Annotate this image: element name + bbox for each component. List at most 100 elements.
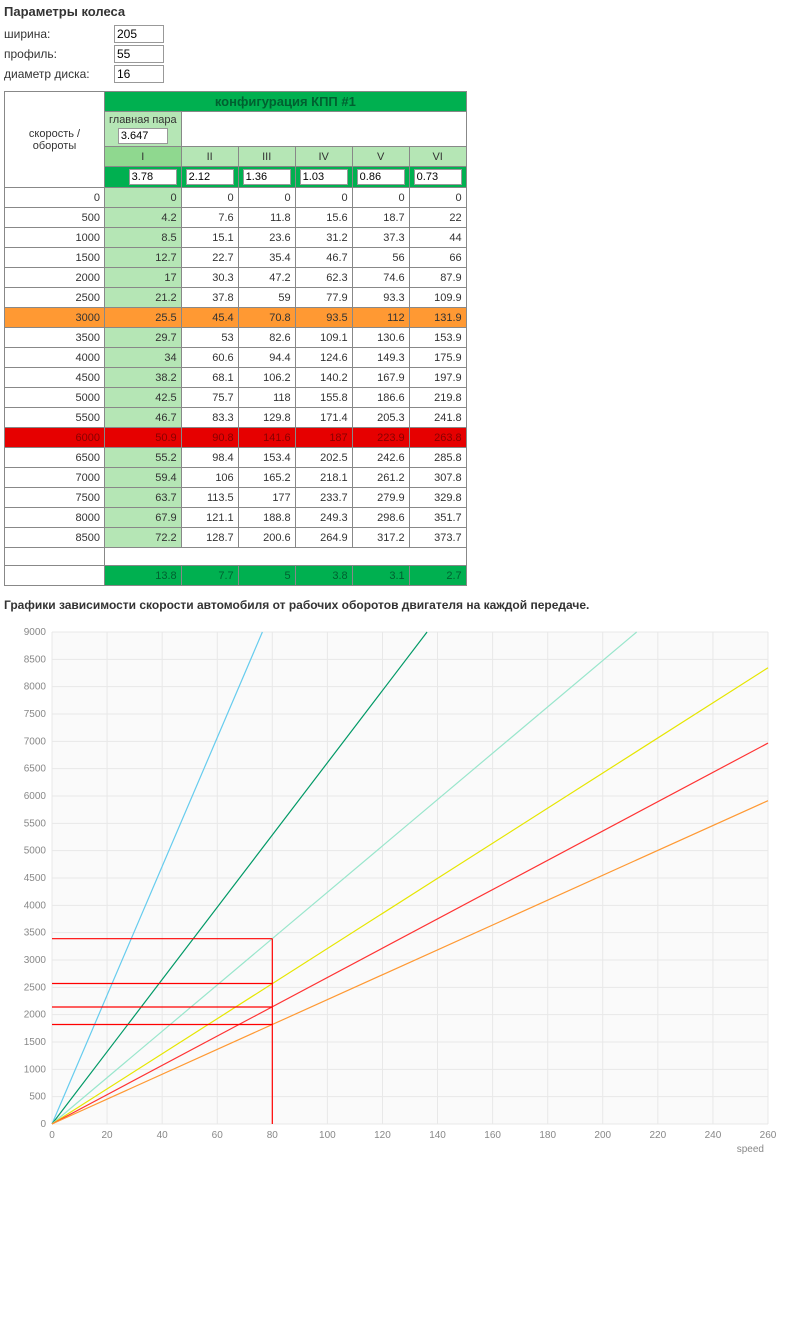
speed-cell: 82.6	[238, 328, 295, 348]
rpm-cell: 8500	[5, 528, 105, 548]
table-row: 600050.990.8141.6187223.9263.8	[5, 428, 467, 448]
gear-ratio-input-2[interactable]	[186, 169, 234, 185]
svg-text:9000: 9000	[24, 627, 47, 638]
speed-cell: 0	[409, 188, 466, 208]
gear-header-I: I	[105, 147, 182, 167]
speed-cell: 0	[105, 188, 182, 208]
gear-ratio-input-6[interactable]	[414, 169, 462, 185]
table-row: 40003460.694.4124.6149.3175.9	[5, 348, 467, 368]
summary-row: 13.87.753.83.12.7	[5, 566, 467, 586]
speed-cell: 241.8	[409, 408, 466, 428]
speed-cell: 87.9	[409, 268, 466, 288]
speed-cell: 22.7	[181, 248, 238, 268]
wheel-params-title: Параметры колеса	[4, 4, 800, 19]
speed-cell: 0	[181, 188, 238, 208]
svg-text:2500: 2500	[24, 982, 47, 993]
speed-cell: 47.2	[238, 268, 295, 288]
svg-text:3000: 3000	[24, 955, 47, 966]
main-pair-input[interactable]	[118, 128, 168, 144]
speed-cell: 35.4	[238, 248, 295, 268]
speed-cell: 219.8	[409, 388, 466, 408]
rpm-cell: 3500	[5, 328, 105, 348]
table-row: 350029.75382.6109.1130.6153.9	[5, 328, 467, 348]
rpm-cell: 1000	[5, 228, 105, 248]
profile-label: профиль:	[4, 47, 114, 61]
speed-cell: 218.1	[295, 468, 352, 488]
speed-cell: 106.2	[238, 368, 295, 388]
rpm-cell: 5000	[5, 388, 105, 408]
speed-cell: 56	[352, 248, 409, 268]
speed-cell: 11.8	[238, 208, 295, 228]
config-header: конфигурация КПП #1	[105, 92, 467, 112]
gear-ratio-cell-6	[409, 167, 466, 188]
profile-input[interactable]	[114, 45, 164, 63]
speed-cell: 29.7	[105, 328, 182, 348]
table-row: 450038.268.1106.2140.2167.9197.9	[5, 368, 467, 388]
gear-ratio-cell-4	[295, 167, 352, 188]
gear-ratio-input-1[interactable]	[129, 169, 177, 185]
speed-cell: 188.8	[238, 508, 295, 528]
svg-text:0: 0	[40, 1119, 46, 1130]
gear-ratio-input-5[interactable]	[357, 169, 405, 185]
width-input[interactable]	[114, 25, 164, 43]
speed-cell: 67.9	[105, 508, 182, 528]
speed-cell: 329.8	[409, 488, 466, 508]
table-row: 750063.7113.5177233.7279.9329.8	[5, 488, 467, 508]
speed-cell: 106	[181, 468, 238, 488]
speed-cell: 37.3	[352, 228, 409, 248]
speed-cell: 46.7	[105, 408, 182, 428]
speed-cell: 187	[295, 428, 352, 448]
rpm-cell: 500	[5, 208, 105, 228]
svg-text:200: 200	[594, 1130, 611, 1141]
speed-cell: 112	[352, 308, 409, 328]
gear-header-III: III	[238, 147, 295, 167]
rpm-cell: 6000	[5, 428, 105, 448]
speed-cell: 15.1	[181, 228, 238, 248]
gear-ratio-input-4[interactable]	[300, 169, 348, 185]
speed-cell: 22	[409, 208, 466, 228]
gear-header-VI: VI	[409, 147, 466, 167]
speed-cell: 202.5	[295, 448, 352, 468]
table-row: 850072.2128.7200.6264.9317.2373.7	[5, 528, 467, 548]
speed-cell: 149.3	[352, 348, 409, 368]
rpm-cell: 8000	[5, 508, 105, 528]
svg-text:180: 180	[539, 1130, 556, 1141]
speed-cell: 30.3	[181, 268, 238, 288]
speed-cell: 68.1	[181, 368, 238, 388]
width-label: ширина:	[4, 27, 114, 41]
gear-ratio-cell-2	[181, 167, 238, 188]
speed-cell: 128.7	[181, 528, 238, 548]
svg-text:240: 240	[705, 1130, 722, 1141]
speed-cell: 44	[409, 228, 466, 248]
svg-text:0: 0	[49, 1130, 55, 1141]
svg-text:500: 500	[29, 1092, 46, 1103]
diameter-input[interactable]	[114, 65, 164, 83]
speed-cell: 175.9	[409, 348, 466, 368]
speed-cell: 279.9	[352, 488, 409, 508]
speed-cell: 351.7	[409, 508, 466, 528]
table-row: 5004.27.611.815.618.722	[5, 208, 467, 228]
svg-text:1500: 1500	[24, 1037, 47, 1048]
speed-cell: 153.9	[409, 328, 466, 348]
speed-cell: 15.6	[295, 208, 352, 228]
table-row: 20001730.347.262.374.687.9	[5, 268, 467, 288]
gear-ratio-cell-1	[105, 167, 182, 188]
speed-cell: 38.2	[105, 368, 182, 388]
speed-cell: 264.9	[295, 528, 352, 548]
svg-text:4500: 4500	[24, 873, 47, 884]
rpm-cell: 6500	[5, 448, 105, 468]
table-row: 800067.9121.1188.8249.3298.6351.7	[5, 508, 467, 528]
svg-text:260: 260	[760, 1130, 777, 1141]
gear-ratio-input-3[interactable]	[243, 169, 291, 185]
speed-cell: 171.4	[295, 408, 352, 428]
speed-cell: 109.9	[409, 288, 466, 308]
spacer-row	[5, 548, 467, 566]
main-pair-label: главная пара	[109, 114, 177, 126]
svg-text:speed: speed	[737, 1144, 764, 1155]
rpm-cell: 1500	[5, 248, 105, 268]
chart-title: Графики зависимости скорости автомобиля …	[4, 598, 800, 612]
speed-cell: 46.7	[295, 248, 352, 268]
speed-cell: 223.9	[352, 428, 409, 448]
summary-cell: 2.7	[409, 566, 466, 586]
rpm-cell: 2500	[5, 288, 105, 308]
